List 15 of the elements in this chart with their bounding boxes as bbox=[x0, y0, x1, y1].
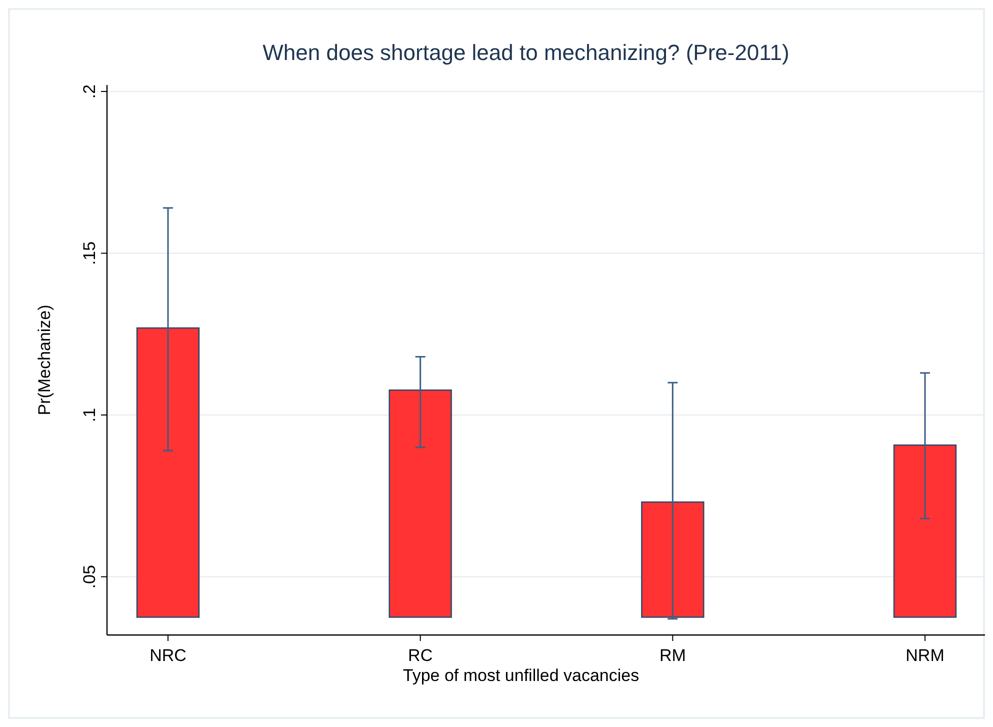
y-tick-label: .05 bbox=[80, 564, 99, 589]
bar bbox=[388, 389, 452, 618]
chart-title: When does shortage lead to mechanizing? (Pre-2011) bbox=[262, 40, 790, 65]
x-tick-label: RM bbox=[659, 646, 686, 665]
y-tick-label: .1 bbox=[80, 408, 99, 422]
bar bbox=[136, 327, 200, 618]
y-tick-label: .2 bbox=[80, 84, 99, 99]
bar bbox=[641, 501, 704, 618]
x-tick-label: NRC bbox=[150, 646, 186, 665]
x-tick-label: NRM bbox=[906, 646, 944, 665]
x-tick-label: RC bbox=[408, 646, 433, 665]
x-axis-title: Type of most unfilled vacancies bbox=[402, 666, 640, 685]
bar bbox=[893, 444, 957, 618]
y-tick-label: .15 bbox=[80, 241, 99, 266]
y-axis-title: Pr(Mechanize) bbox=[35, 304, 54, 416]
